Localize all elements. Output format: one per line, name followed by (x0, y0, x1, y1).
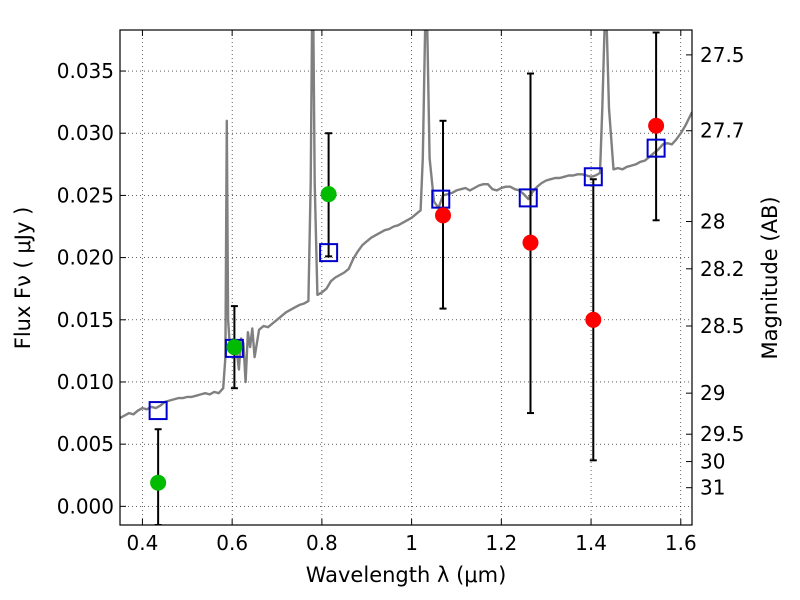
x-tick-label: 1.6 (665, 531, 697, 555)
observed-point (320, 186, 337, 203)
y-tick-label: 0.025 (57, 183, 114, 207)
x-tick-label: 1 (405, 531, 418, 555)
y2-tick-label: 28 (700, 210, 725, 234)
x-tick-label: 1.4 (575, 531, 607, 555)
model-square (148, 401, 168, 421)
model-square (583, 167, 603, 187)
x-tick-label: 0.4 (127, 531, 159, 555)
y-tick-label: 0.015 (57, 308, 114, 332)
observed-point (226, 339, 243, 356)
plot-area (120, 30, 692, 525)
model-square (319, 243, 339, 263)
plot-frame (119, 29, 693, 526)
observed-point (435, 207, 452, 224)
y2-tick-label: 29 (700, 381, 725, 405)
y2-axis-label: Magnitude (AB) (758, 196, 782, 359)
x-axis-label: Wavelength λ (μm) (306, 563, 507, 587)
y-tick-label: 0.035 (57, 59, 114, 83)
y-tick-label: 0.010 (57, 370, 114, 394)
axis-ticks: 0.4 0.6 0.8 1 1.2 1.4 1.6 0.000 0.005 0.010 0.015 0… (57, 30, 745, 555)
y2-tick-label: 30 (700, 450, 725, 474)
y-tick-label: 0.020 (57, 246, 114, 270)
y-tick-label: 0.005 (57, 432, 114, 456)
observed-point (150, 474, 167, 491)
y-tick-label: 0.000 (57, 494, 114, 518)
model-square (646, 138, 666, 158)
y-axis-label: Flux Fν ( μJy ) (11, 207, 35, 350)
model-square (518, 188, 538, 208)
y2-tick-label: 28.5 (700, 314, 745, 338)
y2-tick-label: 29.5 (700, 422, 745, 446)
observed-point (648, 117, 665, 134)
x-tick-label: 0.8 (306, 531, 338, 555)
x-tick-label: 1.2 (485, 531, 517, 555)
y-tick-label: 0.030 (57, 121, 114, 145)
spectrum-line (120, 30, 692, 420)
y2-tick-label: 31 (700, 476, 725, 500)
y2-tick-label: 27.7 (700, 119, 745, 143)
y2-tick-label: 27.5 (700, 43, 745, 67)
observed-point (585, 311, 602, 328)
y2-tick-label: 28.2 (700, 257, 745, 281)
x-tick-label: 0.6 (216, 531, 248, 555)
observed-point (522, 234, 539, 251)
